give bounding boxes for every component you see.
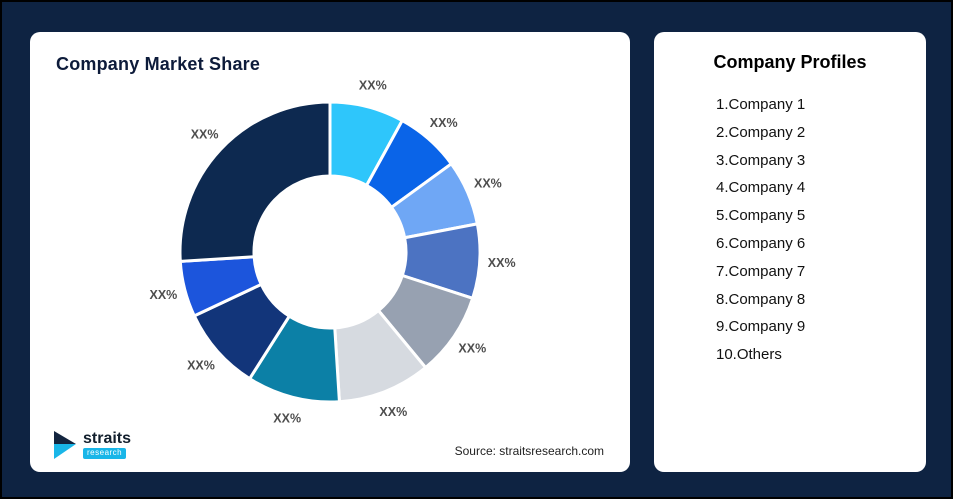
- profile-item: 3.Company 3: [716, 151, 806, 169]
- company-profiles-card: Company Profiles 1.Company 1 2.Company 2 3…: [654, 32, 926, 472]
- profile-item: 5.Company 5: [716, 207, 806, 225]
- logo-mark-icon: [54, 431, 76, 459]
- segment-label: XX%: [150, 288, 178, 302]
- logo-name: straits: [83, 430, 132, 447]
- segment-label: XX%: [458, 342, 486, 356]
- donut-segment-others: [178, 100, 332, 263]
- profile-item: 10.Others: [716, 346, 782, 364]
- profiles-title: Company Profiles: [713, 52, 867, 72]
- profiles-list: 1.Company 1 2.Company 2 3.Company 3 4.Compa…: [654, 91, 926, 369]
- chart-title: Company Market Share: [56, 54, 261, 74]
- logo-text: straits research: [83, 431, 131, 459]
- profile-item: 9.Company 9: [716, 318, 806, 336]
- source-text: Source: straitsresearch.com: [454, 444, 604, 458]
- profile-item: 4.Company 4: [716, 179, 806, 197]
- straits-logo: straits research: [52, 430, 131, 460]
- segment-label: XX%: [379, 405, 407, 419]
- segment-label: XX%: [273, 412, 301, 426]
- profile-item: 2.Company 2: [716, 123, 806, 141]
- segment-label: XX%: [191, 127, 219, 141]
- profile-item: 1.Company 1: [716, 96, 806, 113]
- profile-item: 6.Company 6: [716, 234, 806, 252]
- profile-item: 7.Company 7: [716, 262, 806, 280]
- segment-label: XX%: [488, 256, 516, 270]
- segment-label: XX%: [430, 116, 458, 130]
- market-share-card: Company Market Share XX% XX% XX% XX% XX% XX% X…: [30, 32, 630, 472]
- donut-chart: XX% XX% XX% XX% XX% XX% XX% XX% XX% XX%: [150, 78, 516, 426]
- segment-label: XX%: [474, 177, 502, 191]
- profile-item: 8.Company 8: [716, 290, 806, 308]
- logo-subtitle: research: [83, 448, 127, 459]
- segment-label: XX%: [359, 78, 387, 92]
- segment-label: XX%: [187, 359, 215, 373]
